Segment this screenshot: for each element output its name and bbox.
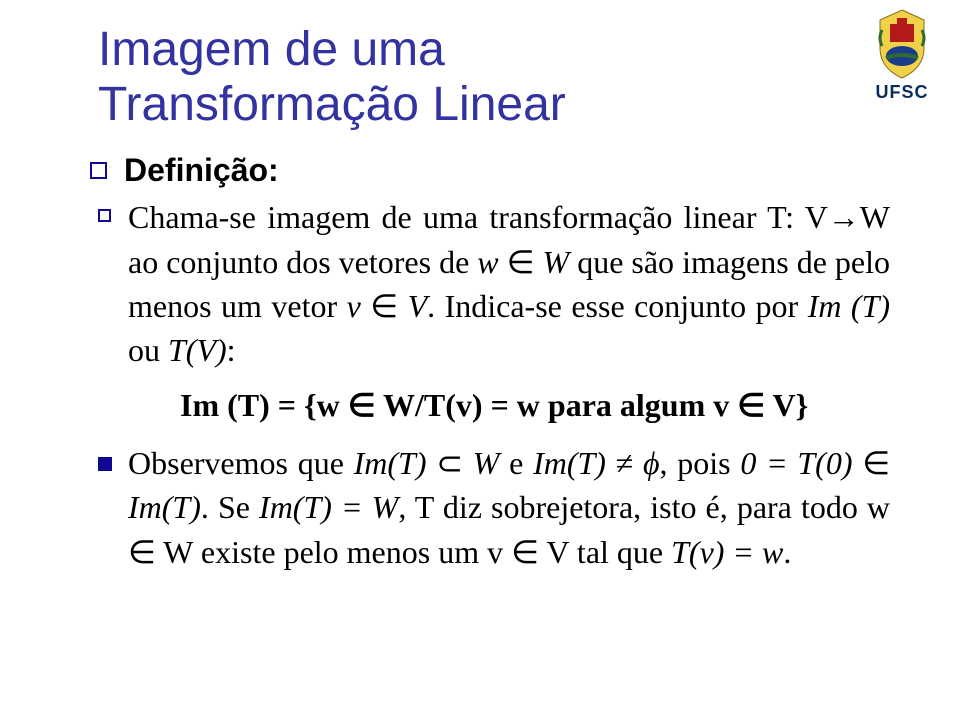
p1-w: w	[477, 244, 498, 280]
para2-text: Observemos que Im(T) ⊂ W e Im(T) ≠ ϕ, po…	[128, 445, 890, 569]
ufsc-logo: UFSC	[864, 8, 940, 103]
p2-comma: ,	[660, 445, 668, 481]
slide-title: Imagem de uma Transformação Linear	[80, 22, 890, 132]
p1-t4: . Indica-se esse conjunto por	[427, 288, 808, 324]
p1-t6: :	[227, 332, 236, 368]
definition-paragraph: Chama-se imagem de uma transformação lin…	[80, 195, 890, 372]
p2-ImT2: Im(T)	[533, 445, 606, 481]
formula-line: Im (T) = {w ∈ W/T(v) = w para algum v ∈ …	[80, 384, 890, 427]
logo-text: UFSC	[864, 82, 940, 103]
title-line-1: Imagem de uma	[98, 22, 890, 77]
p2-ImT4: Im(T) = W	[259, 489, 398, 525]
definition-block: Definição:	[80, 152, 890, 189]
crest-icon	[872, 8, 932, 80]
para1-text: Chama-se imagem de uma transformação lin…	[128, 199, 890, 367]
neq-icon: ≠	[606, 445, 643, 481]
subset-icon: ⊂	[427, 445, 473, 481]
p2-W: W	[473, 445, 500, 481]
phi-icon: ϕ	[643, 445, 660, 481]
p1-ImT: Im (T)	[808, 288, 890, 324]
p2-b2: . Se	[201, 489, 259, 525]
title-line-2: Transformação Linear	[98, 77, 890, 132]
p2-ImT1: Im(T)	[354, 445, 427, 481]
in-icon: ∈	[862, 445, 890, 481]
p2-and: e	[499, 445, 533, 481]
observation-paragraph: Observemos que Im(T) ⊂ W e Im(T) ≠ ϕ, po…	[80, 441, 890, 573]
arrow-icon: →	[828, 199, 860, 235]
p2-b1: pois	[677, 445, 740, 481]
p2-ImT3: Im(T)	[128, 489, 201, 525]
p1-Wset: W	[543, 244, 570, 280]
p1-Vset: V	[408, 288, 428, 324]
p2-dot: .	[783, 534, 791, 570]
p2-Tv: T(v) = w	[671, 534, 783, 570]
p1-el1: ∈	[499, 244, 543, 280]
definition-label: Definição:	[124, 152, 890, 189]
p2-a: Observemos que	[128, 445, 354, 481]
p1-t1: Chama-se imagem de uma transformação lin…	[128, 199, 828, 235]
p1-el2: ∈	[361, 288, 408, 324]
p2-zero: 0 = T(0)	[740, 445, 862, 481]
p1-t5: ou	[128, 332, 168, 368]
p1-v: v	[347, 288, 361, 324]
slide: UFSC Imagem de uma Transformação Linear …	[0, 0, 960, 717]
p1-TV: T(V)	[168, 332, 227, 368]
